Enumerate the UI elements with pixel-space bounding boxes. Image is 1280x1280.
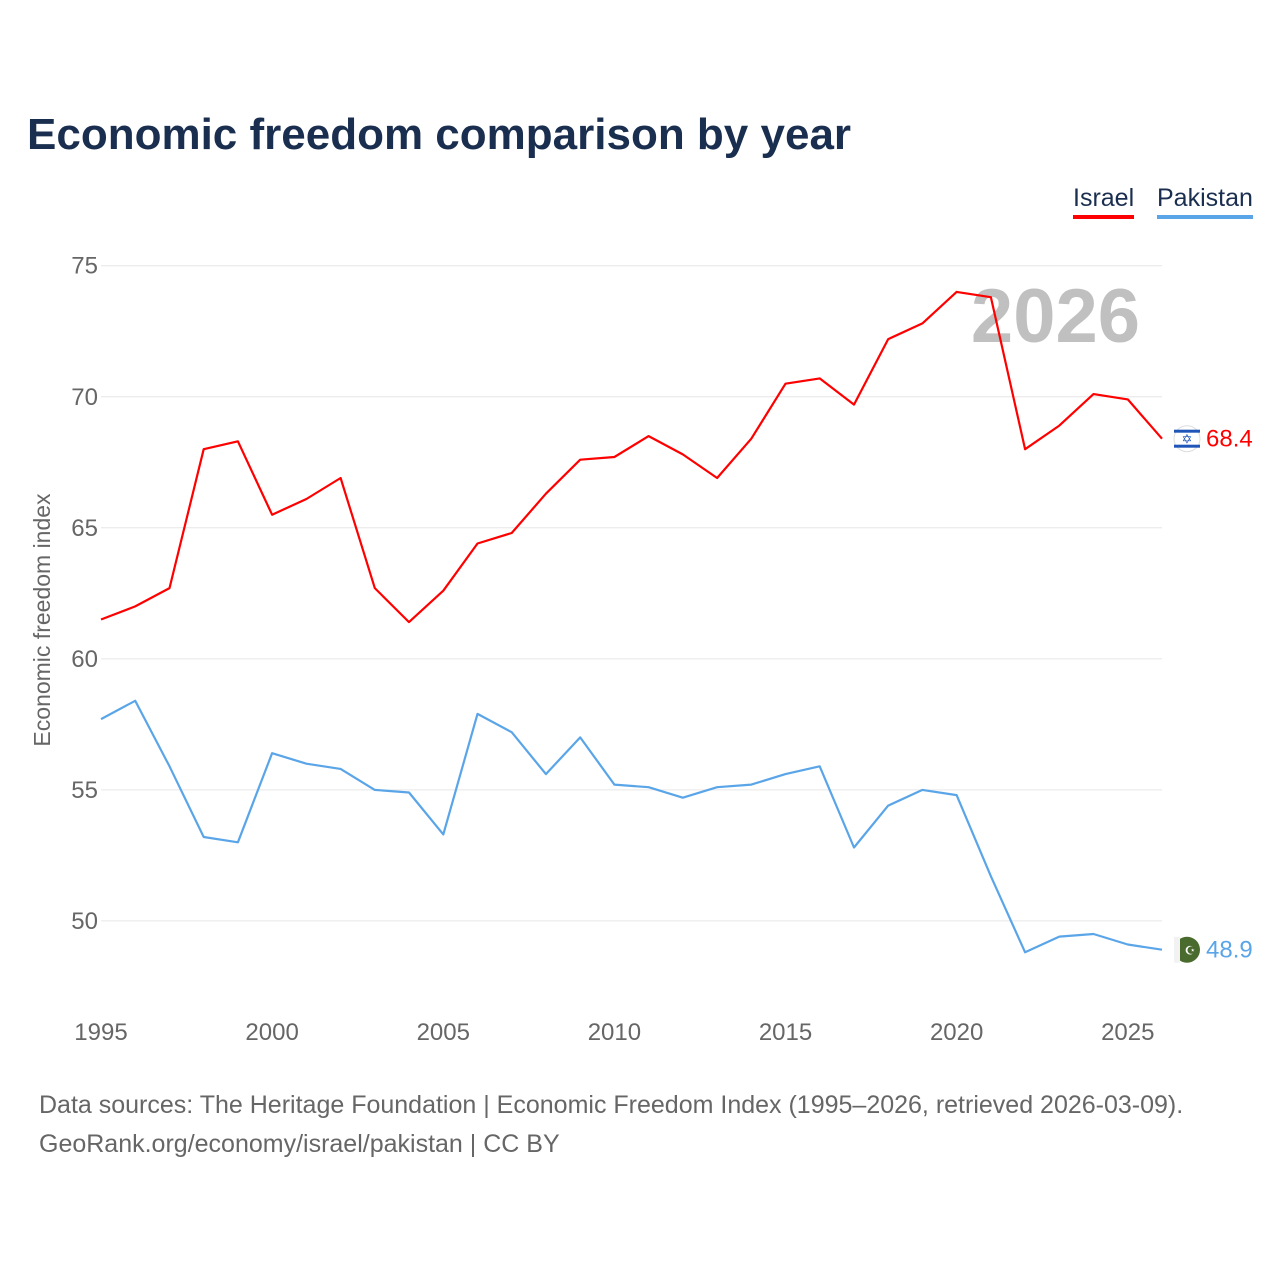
- data-point[interactable]: [919, 320, 925, 326]
- data-point[interactable]: [783, 771, 789, 777]
- data-point[interactable]: [235, 839, 241, 845]
- svg-text:✡: ✡: [1182, 432, 1193, 447]
- data-point[interactable]: [1056, 423, 1062, 429]
- data-point[interactable]: [509, 530, 515, 536]
- data-point[interactable]: [783, 381, 789, 387]
- end-value-label: 68.4: [1206, 426, 1253, 453]
- data-point[interactable]: [1056, 934, 1062, 940]
- israel-flag-icon: ✡: [1173, 425, 1201, 453]
- data-point[interactable]: [166, 763, 172, 769]
- x-tick-label: 2005: [417, 1019, 470, 1046]
- y-tick-label: 70: [71, 384, 98, 411]
- data-point[interactable]: [372, 585, 378, 591]
- data-point[interactable]: [954, 792, 960, 798]
- source-note: Data sources: The Heritage Foundation | …: [39, 1086, 1183, 1164]
- data-point[interactable]: [577, 734, 583, 740]
- data-point[interactable]: [817, 763, 823, 769]
- data-point[interactable]: [98, 716, 104, 722]
- y-tick-label: 65: [71, 515, 98, 542]
- data-point[interactable]: [474, 541, 480, 547]
- y-axis-label: Economic freedom index: [29, 493, 55, 747]
- data-point[interactable]: [748, 782, 754, 788]
- svg-text:☪: ☪: [1185, 944, 1196, 958]
- data-point[interactable]: [406, 619, 412, 625]
- data-point[interactable]: [269, 750, 275, 756]
- data-point[interactable]: [440, 588, 446, 594]
- legend-israel[interactable]: Israel: [1073, 184, 1135, 219]
- data-point[interactable]: [646, 784, 652, 790]
- data-point[interactable]: [954, 289, 960, 295]
- data-point[interactable]: [1159, 436, 1165, 442]
- data-point[interactable]: [851, 845, 857, 851]
- data-point[interactable]: [1022, 446, 1028, 452]
- data-point[interactable]: [885, 336, 891, 342]
- data-point[interactable]: [1125, 941, 1131, 947]
- x-tick-label: 1995: [74, 1019, 127, 1046]
- data-point[interactable]: [1091, 391, 1097, 397]
- data-point[interactable]: [474, 711, 480, 717]
- data-point[interactable]: [543, 771, 549, 777]
- data-point[interactable]: [269, 512, 275, 518]
- y-tick-label: 60: [71, 646, 98, 673]
- data-point[interactable]: [132, 603, 138, 609]
- x-tick-label: 2000: [245, 1019, 298, 1046]
- data-point[interactable]: [611, 782, 617, 788]
- data-point[interactable]: [303, 496, 309, 502]
- y-tick-label: 75: [71, 253, 98, 280]
- data-point[interactable]: [680, 451, 686, 457]
- data-point[interactable]: [509, 729, 515, 735]
- data-point[interactable]: [440, 831, 446, 837]
- x-tick-label: 2025: [1101, 1019, 1154, 1046]
- end-value-label: 48.9: [1206, 937, 1253, 964]
- y-tick-label: 50: [71, 908, 98, 935]
- data-point[interactable]: [1091, 931, 1097, 937]
- data-point[interactable]: [235, 438, 241, 444]
- x-tick-label: 2010: [588, 1019, 641, 1046]
- data-point[interactable]: [988, 294, 994, 300]
- data-point[interactable]: [201, 834, 207, 840]
- data-point[interactable]: [406, 789, 412, 795]
- data-point[interactable]: [611, 454, 617, 460]
- pakistan-flag-icon: ☪: [1174, 936, 1200, 963]
- year-watermark: 2026: [971, 274, 1140, 359]
- data-point[interactable]: [851, 402, 857, 408]
- data-point[interactable]: [338, 766, 344, 772]
- source-line-2: GeoRank.org/economy/israel/pakistan | CC…: [39, 1130, 560, 1158]
- x-tick-label: 2020: [930, 1019, 983, 1046]
- data-point[interactable]: [1022, 949, 1028, 955]
- data-point[interactable]: [885, 803, 891, 809]
- data-point[interactable]: [132, 698, 138, 704]
- data-point[interactable]: [166, 585, 172, 591]
- data-point[interactable]: [1125, 396, 1131, 402]
- data-point[interactable]: [748, 436, 754, 442]
- data-point[interactable]: [714, 475, 720, 481]
- data-point[interactable]: [714, 784, 720, 790]
- y-tick-label: 55: [71, 777, 98, 804]
- data-point[interactable]: [1159, 947, 1165, 953]
- series-line-israel: [100, 290, 1163, 624]
- data-point[interactable]: [372, 787, 378, 793]
- data-point[interactable]: [338, 475, 344, 481]
- data-point[interactable]: [303, 761, 309, 767]
- chart-title: Economic freedom comparison by year: [27, 110, 852, 159]
- data-point[interactable]: [817, 375, 823, 381]
- legend-pakistan[interactable]: Pakistan: [1157, 184, 1253, 219]
- data-point[interactable]: [98, 617, 104, 623]
- data-point[interactable]: [680, 795, 686, 801]
- data-point[interactable]: [988, 873, 994, 879]
- data-point[interactable]: [577, 457, 583, 463]
- series-line-pakistan: [100, 699, 1163, 954]
- data-point[interactable]: [543, 491, 549, 497]
- data-point[interactable]: [919, 787, 925, 793]
- x-tick-label: 2015: [759, 1019, 812, 1046]
- data-point[interactable]: [646, 433, 652, 439]
- data-point[interactable]: [201, 446, 207, 452]
- source-line-1: Data sources: The Heritage Foundation | …: [39, 1091, 1184, 1119]
